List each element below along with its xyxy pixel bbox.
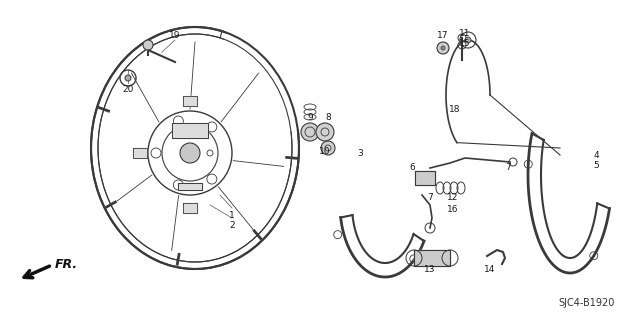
Polygon shape — [133, 148, 147, 158]
Text: 17: 17 — [437, 31, 449, 40]
Text: 12: 12 — [447, 194, 459, 203]
Circle shape — [321, 141, 335, 155]
Polygon shape — [415, 171, 435, 185]
Circle shape — [465, 37, 471, 43]
Text: 4: 4 — [593, 151, 599, 160]
Text: 19: 19 — [169, 31, 180, 40]
Polygon shape — [178, 183, 202, 190]
Text: 10: 10 — [319, 147, 331, 157]
Text: 5: 5 — [593, 160, 599, 169]
Text: 8: 8 — [325, 114, 331, 122]
Text: 9: 9 — [307, 114, 313, 122]
Circle shape — [316, 123, 334, 141]
Text: SJC4-B1920: SJC4-B1920 — [559, 298, 615, 308]
Text: 2: 2 — [229, 220, 235, 229]
Text: 6: 6 — [409, 164, 415, 173]
Circle shape — [437, 42, 449, 54]
Text: 20: 20 — [122, 85, 134, 94]
Text: 3: 3 — [357, 149, 363, 158]
Polygon shape — [183, 203, 197, 213]
Polygon shape — [183, 96, 197, 106]
Text: 7: 7 — [427, 194, 433, 203]
Text: FR.: FR. — [55, 257, 78, 271]
Text: 14: 14 — [484, 265, 496, 275]
Circle shape — [441, 46, 445, 50]
Circle shape — [301, 123, 319, 141]
Text: 18: 18 — [449, 106, 461, 115]
Polygon shape — [172, 123, 208, 138]
Text: 7: 7 — [505, 164, 511, 173]
Text: 11: 11 — [460, 28, 471, 38]
Text: 13: 13 — [424, 265, 436, 275]
Text: 16: 16 — [447, 205, 459, 214]
Circle shape — [180, 143, 200, 163]
Circle shape — [125, 75, 131, 81]
Circle shape — [143, 40, 153, 50]
Text: 15: 15 — [460, 39, 471, 48]
Text: 1: 1 — [229, 211, 235, 219]
Polygon shape — [414, 250, 450, 266]
